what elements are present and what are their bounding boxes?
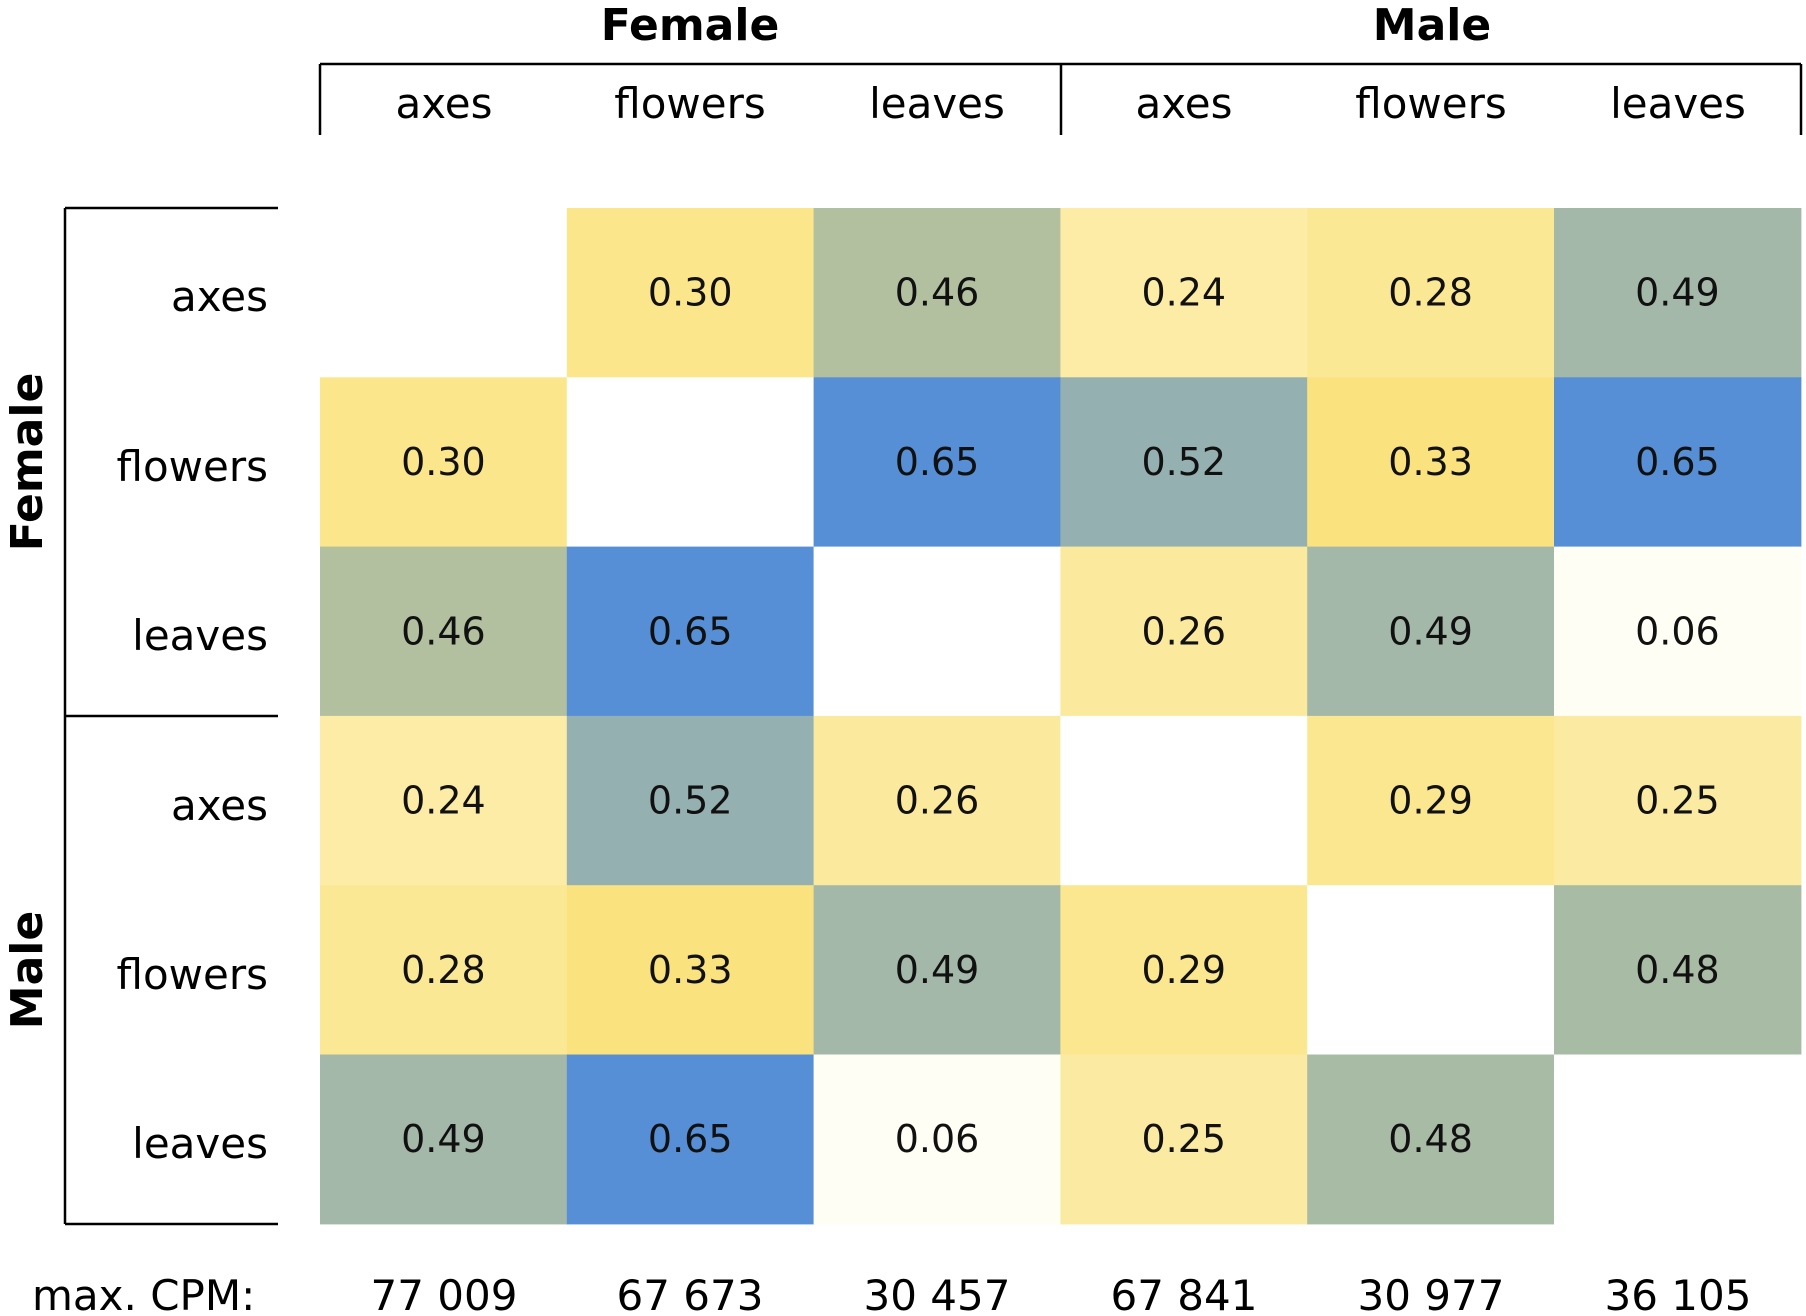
heatmap-value-male-flowers-vs-female-leaves: 0.49 (895, 948, 980, 992)
column-label-female-axes: axes (395, 79, 492, 128)
heatmap-value-female-leaves-vs-female-flowers: 0.65 (648, 609, 733, 653)
heatmap-cell-male-axes-vs-male-axes (1060, 715, 1308, 886)
row-header-brackets (63, 206, 278, 1226)
heatmap-value-female-leaves-vs-male-leaves: 0.06 (1635, 609, 1720, 653)
column-group-female: Female (601, 0, 780, 51)
heatmap-cell-female-axes-vs-male-flowers (1307, 208, 1555, 378)
heatmap-cell-male-flowers-vs-male-flowers (1307, 885, 1555, 1056)
heatmap-cell-male-leaves-vs-female-leaves (813, 1054, 1061, 1225)
row-group-male: Male (2, 911, 53, 1029)
column-header-brackets (318, 62, 1803, 135)
heatmap-value-female-flowers-vs-female-leaves: 0.65 (895, 440, 980, 484)
heatmap-cell-female-flowers-vs-male-axes (1060, 377, 1308, 548)
heatmap-value-female-leaves-vs-female-axes: 0.46 (401, 609, 486, 653)
heatmap-value-male-axes-vs-female-flowers: 0.52 (648, 779, 733, 823)
footer-max-cpm-male-leaves: 36 105 (1605, 1271, 1752, 1316)
heatmap-value-male-flowers-vs-female-flowers: 0.33 (648, 948, 733, 992)
heatmap-value-male-axes-vs-male-flowers: 0.29 (1388, 779, 1473, 823)
heatmap-value-female-axes-vs-female-leaves: 0.46 (895, 271, 980, 315)
heatmap-cell-male-flowers-vs-male-axes (1060, 885, 1308, 1056)
footer-label: max. CPM: (32, 1271, 255, 1316)
heatmap-value-female-flowers-vs-male-axes: 0.52 (1141, 440, 1226, 484)
heatmap-cell-male-axes-vs-male-leaves (1554, 715, 1802, 886)
footer-max-cpm-male-flowers: 30 977 (1358, 1271, 1505, 1316)
heatmap-cell-male-axes-vs-female-flowers (566, 715, 815, 886)
heatmap-value-male-flowers-vs-male-leaves: 0.48 (1635, 948, 1720, 992)
heatmap-cell-female-axes-vs-male-axes (1060, 208, 1308, 378)
heatmap-cell-male-flowers-vs-female-axes (320, 885, 568, 1056)
heatmap-cell-male-axes-vs-female-leaves (813, 715, 1061, 886)
heatmap-value-male-leaves-vs-female-leaves: 0.06 (895, 1117, 980, 1161)
heatmap-cells: 0.30 0.46 0.24 0.28 0.49 0.30 0.65 0.52 0.33 0.65… (320, 208, 1802, 1225)
heatmap-cell-female-leaves-vs-male-leaves (1554, 546, 1802, 717)
row-label-male-axes: axes (171, 781, 268, 830)
heatmap-cell-female-flowers-vs-female-flowers (566, 377, 815, 548)
heatmap-value-female-leaves-vs-male-flowers: 0.49 (1388, 609, 1473, 653)
heatmap-value-male-leaves-vs-female-flowers: 0.65 (648, 1117, 733, 1161)
footer-max-cpm-female-leaves: 30 457 (864, 1271, 1011, 1316)
heatmap-value-male-leaves-vs-female-axes: 0.49 (401, 1117, 486, 1161)
heatmap-value-female-axes-vs-female-flowers: 0.30 (648, 271, 733, 315)
heatmap-cell-female-flowers-vs-male-leaves (1554, 377, 1802, 548)
heatmap-cell-male-leaves-vs-female-axes (320, 1054, 568, 1225)
heatmap-cell-male-flowers-vs-female-flowers (566, 885, 815, 1056)
column-label-male-flowers: flowers (1355, 79, 1507, 128)
heatmap-value-female-flowers-vs-male-leaves: 0.65 (1635, 440, 1720, 484)
heatmap-cell-female-flowers-vs-female-leaves (813, 377, 1061, 548)
heatmap-value-male-axes-vs-female-axes: 0.24 (401, 779, 486, 823)
heatmap-cell-female-leaves-vs-female-axes (320, 546, 568, 717)
heatmap-cell-female-axes-vs-male-leaves (1554, 208, 1802, 378)
heatmap-cell-female-axes-vs-female-axes (320, 208, 568, 378)
column-label-female-leaves: leaves (869, 79, 1005, 128)
heatmap-cell-male-leaves-vs-male-leaves (1554, 1054, 1802, 1225)
heatmap-cell-female-flowers-vs-female-axes (320, 377, 568, 548)
heatmap-value-male-flowers-vs-male-axes: 0.29 (1141, 948, 1226, 992)
heatmap-cell-male-leaves-vs-male-flowers (1307, 1054, 1555, 1225)
row-label-male-flowers: flowers (117, 950, 269, 999)
heatmap-cell-female-flowers-vs-male-flowers (1307, 377, 1555, 548)
heatmap-value-female-axes-vs-male-leaves: 0.49 (1635, 271, 1720, 315)
heatmap-cell-female-axes-vs-female-leaves (813, 208, 1061, 378)
column-label-male-leaves: leaves (1610, 79, 1746, 128)
row-label-female-flowers: flowers (117, 442, 269, 491)
heatmap-cell-female-leaves-vs-male-flowers (1307, 546, 1555, 717)
row-label-female-leaves: leaves (132, 611, 268, 660)
column-group-male: Male (1373, 0, 1491, 51)
heatmap-value-male-axes-vs-male-leaves: 0.25 (1635, 779, 1720, 823)
footer-max-cpm-male-axes: 67 841 (1111, 1271, 1258, 1316)
heatmap-value-male-leaves-vs-male-flowers: 0.48 (1388, 1117, 1473, 1161)
heatmap-cell-male-leaves-vs-male-axes (1060, 1054, 1308, 1225)
column-label-female-flowers: flowers (614, 79, 766, 128)
heatmap-value-male-leaves-vs-male-axes: 0.25 (1141, 1117, 1226, 1161)
row-label-male-leaves: leaves (132, 1119, 268, 1168)
heatmap-cell-male-leaves-vs-female-flowers (566, 1054, 815, 1225)
heatmap-cell-female-leaves-vs-male-axes (1060, 546, 1308, 717)
heatmap-cell-female-axes-vs-female-flowers (566, 208, 815, 378)
column-label-male-axes: axes (1135, 79, 1232, 128)
heatmap-value-female-leaves-vs-male-axes: 0.26 (1141, 609, 1226, 653)
heatmap-value-female-flowers-vs-female-axes: 0.30 (401, 440, 486, 484)
row-group-female: Female (2, 373, 53, 552)
heatmap-value-female-axes-vs-male-flowers: 0.28 (1388, 271, 1473, 315)
heatmap-cell-female-leaves-vs-female-leaves (813, 546, 1061, 717)
footer-max-cpm-female-axes: 77 009 (371, 1271, 518, 1316)
heatmap-value-male-axes-vs-female-leaves: 0.26 (895, 779, 980, 823)
heatmap-value-female-flowers-vs-male-flowers: 0.33 (1388, 440, 1473, 484)
heatmap-cell-male-flowers-vs-female-leaves (813, 885, 1061, 1056)
heatmap-cell-male-axes-vs-female-axes (320, 715, 568, 886)
heatmap-cell-male-flowers-vs-male-leaves (1554, 885, 1802, 1056)
heatmap-value-female-axes-vs-male-axes: 0.24 (1141, 271, 1226, 315)
heatmap-cell-male-axes-vs-male-flowers (1307, 715, 1555, 886)
row-label-female-axes: axes (171, 272, 268, 321)
heatmap-cell-female-leaves-vs-female-flowers (566, 546, 815, 717)
footer-max-cpm-female-flowers: 67 673 (617, 1271, 764, 1316)
heatmap-value-male-flowers-vs-female-axes: 0.28 (401, 948, 486, 992)
